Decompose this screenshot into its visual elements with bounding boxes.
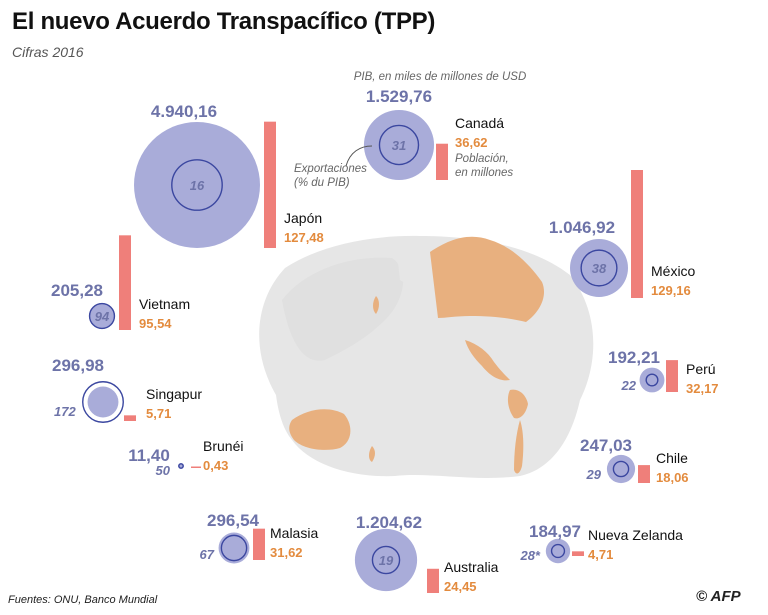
country-name-brunei: Brunéi [203,438,243,454]
population-label-nueva-zelanda: 4,71 [588,547,613,562]
exports-label-chile: 29 [586,467,602,482]
population-label-canada: 36,62 [455,135,488,150]
exports-label-peru: 22 [621,378,637,393]
exports-label-canada: 31 [392,138,406,153]
world-map [259,235,594,478]
gdp-label-chile: 247,03 [580,436,632,455]
exports-label-nueva-zelanda: 28* [519,548,540,563]
gdp-bubble-nueva-zelanda [545,538,571,564]
country-name-chile: Chile [656,450,688,466]
population-bar-australia [427,568,439,593]
afp-logo: © AFP [696,588,741,605]
exports-ring-vietnam [88,302,116,330]
population-label-japon: 127,48 [284,230,324,245]
gdp-bubble-peru [639,367,665,393]
map-mexico [465,340,510,381]
country-name-japon: Japón [284,210,322,226]
population-label-brunei: 0,43 [203,458,228,473]
gdp-label-malasia: 296,54 [207,511,260,530]
gdp-label-vietnam: 205,28 [51,281,103,300]
exports-label-vietnam: 94 [95,309,110,324]
country-name-australia: Australia [444,559,499,575]
gdp-label-japon: 4.940,16 [151,102,217,121]
map-canada [430,236,545,322]
map-new-zealand [369,446,375,462]
gdp-label-australia: 1.204,62 [356,513,422,532]
country-name-nueva-zelanda: Nueva Zelanda [588,527,683,543]
exports-ring-peru [645,373,659,387]
map-chile [514,420,524,474]
gdp-label-nueva-zelanda: 184,97 [529,522,581,541]
exports-label-malasia: 67 [200,547,215,562]
pop-note-line2: en millones [455,167,513,179]
source-note: Fuentes: ONU, Banco Mundial [8,594,158,606]
exports-ring-nueva-zelanda [550,543,566,559]
exports-ring-singapur [82,381,124,423]
gdp-bubble-singapur [87,386,119,418]
exports-ring-chile [612,460,630,478]
population-bar-peru [666,360,678,392]
map-greenland [398,254,434,285]
country-name-singapur: Singapur [146,386,202,402]
exports-label-mexico: 38 [592,261,607,276]
gdp-label-peru: 192,21 [608,348,660,367]
map-japan [373,296,379,314]
map-peru [507,389,528,419]
population-label-singapur: 5,71 [146,406,171,421]
exports-ring-japon [171,159,223,211]
country-name-vietnam: Vietnam [139,296,190,312]
exports-ring-australia [371,545,401,575]
gdp-bubble-canada [363,109,435,181]
gdp-note: PIB, en miles de millones de USD [354,71,527,83]
country-name-peru: Perú [686,361,716,377]
exports-label-singapur: 172 [54,404,76,419]
population-bar-nueva-zelanda [572,551,584,556]
gdp-bubble-japon [134,122,260,248]
population-label-vietnam: 95,54 [139,316,172,331]
exports-label-brunei: 50 [156,463,171,478]
exports-note-line1: Exportaciones [294,163,367,175]
map-australia [289,409,351,450]
chart-title: El nuevo Acuerdo Transpacífico (TPP) [12,8,436,35]
population-bar-japon [264,121,276,248]
population-bar-singapur [124,415,136,421]
chart-subtitle: Cifras 2016 [12,44,84,60]
population-label-chile: 18,06 [656,470,689,485]
exports-ring-malasia [220,534,248,562]
population-bar-chile [638,465,650,483]
population-bar-malasia [253,528,265,560]
exports-label-australia: 19 [379,553,394,568]
gdp-label-canada: 1.529,76 [366,87,432,106]
country-name-canada: Canadá [455,115,504,131]
gdp-bubble-malasia [218,532,250,564]
exports-ring-mexico [580,249,618,287]
gdp-bubble-mexico [570,239,628,297]
gdp-bubble-chile [606,454,636,484]
country-name-malasia: Malasia [270,525,318,541]
population-label-malasia: 31,62 [270,545,303,560]
gdp-label-singapur: 296,98 [52,356,104,375]
population-label-australia: 24,45 [444,579,477,594]
gdp-bubble-vietnam [89,303,115,329]
exports-ring-brunei [178,463,184,469]
population-bar-mexico [631,170,643,298]
pop-note-line1: Población, [455,153,509,165]
population-label-mexico: 129,16 [651,283,691,298]
population-bar-vietnam [119,235,131,330]
exports-label-japon: 16 [190,178,205,193]
legend-notes: PIB, en miles de millones de USD Exporta… [294,71,526,189]
population-bar-canada [436,143,448,180]
exports-ring-canada [378,124,420,166]
population-label-peru: 32,17 [686,381,719,396]
exports-note-line2: (% du PIB) [294,177,350,189]
country-name-mexico: México [651,263,696,279]
gdp-label-brunei: 11,40 [128,446,170,465]
exports-note-pointer [345,145,373,167]
map-asia [282,257,404,361]
gdp-label-mexico: 1.046,92 [549,218,615,237]
gdp-bubble-australia [354,528,418,592]
population-bar-brunei [191,466,201,468]
country-marks: 16 4.940,16 Japón 127,48 31 1.529,76 Canadá 36,… [51,87,719,594]
